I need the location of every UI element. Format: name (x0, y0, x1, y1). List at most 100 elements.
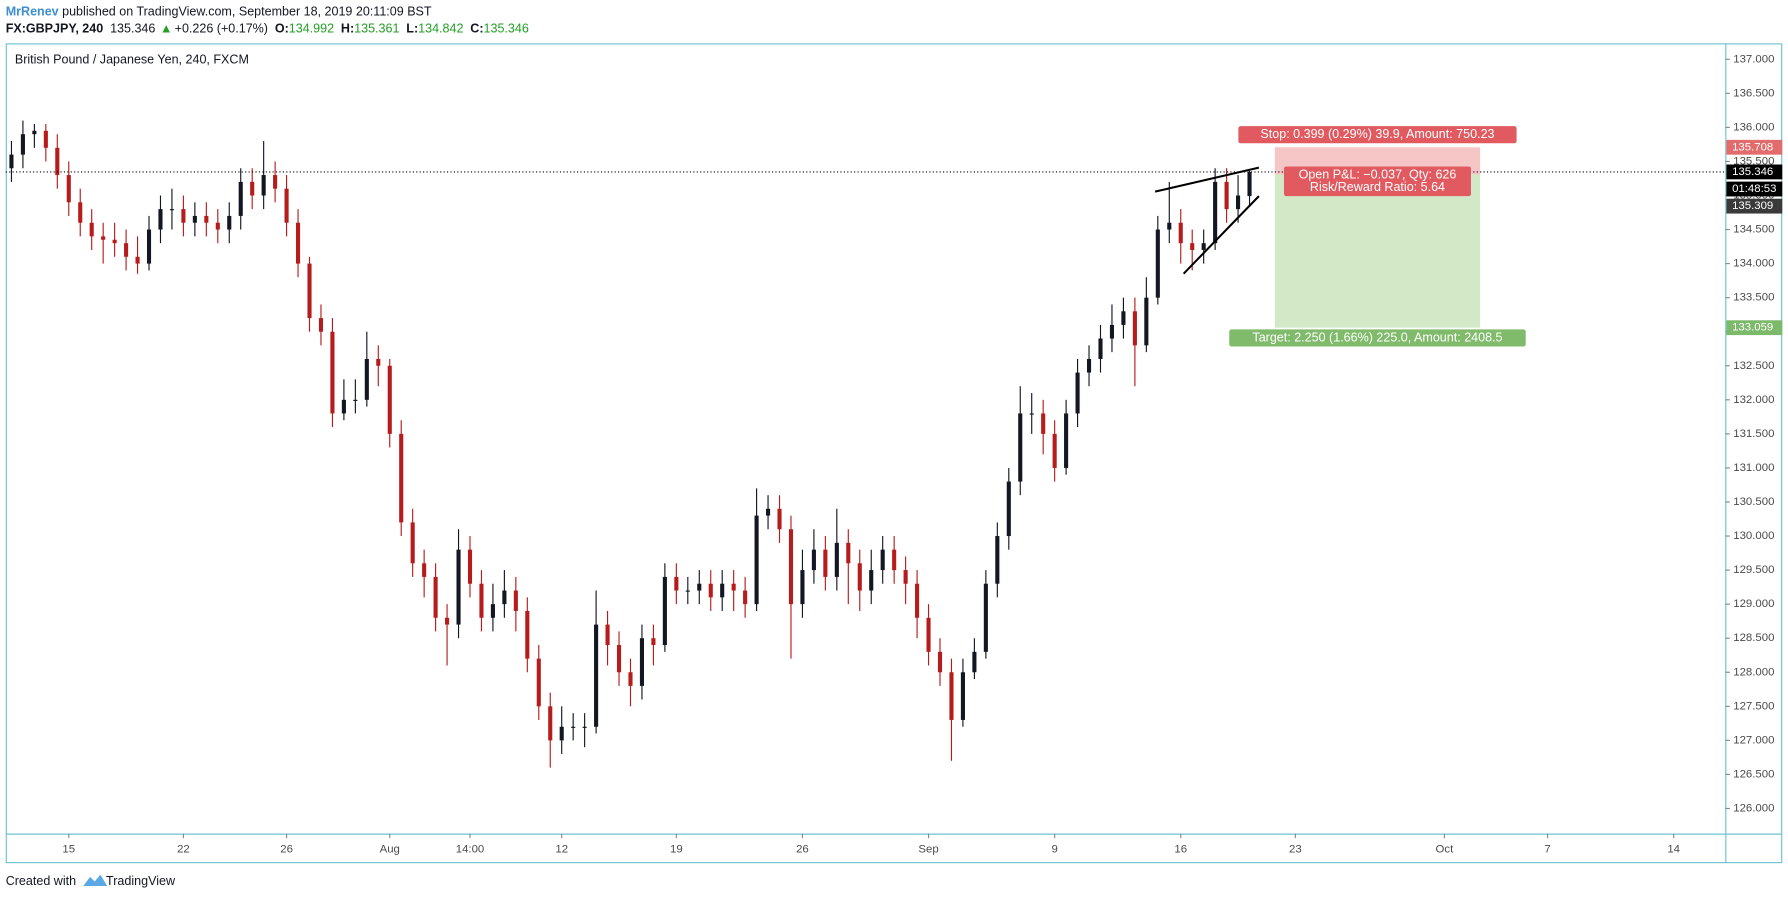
candle-body (754, 515, 759, 605)
x-tick-label: 14 (1667, 844, 1680, 856)
candle-body (66, 175, 71, 203)
y-tick-label: 131.500 (1733, 428, 1774, 440)
x-tick-label: Oct (1436, 844, 1455, 856)
target-price-tag-text: 133.059 (1732, 322, 1773, 334)
candle-body (662, 576, 667, 646)
candle-body (1006, 481, 1011, 537)
candle-body (639, 638, 645, 686)
x-tick-label: 7 (1544, 844, 1550, 856)
candle-body (307, 263, 312, 319)
candle-body (1178, 222, 1183, 244)
candle-body (1190, 243, 1195, 250)
y-tick-label: 129.500 (1733, 564, 1774, 576)
candle-body (960, 672, 965, 720)
y-tick-label: 132.000 (1733, 394, 1774, 406)
ohlc-label: O: (275, 22, 289, 36)
candle-body (720, 583, 725, 598)
stop-label-box (1238, 126, 1517, 144)
candle-body (834, 542, 839, 577)
candle-body (1236, 195, 1241, 210)
x-tick-label: 23 (1289, 844, 1302, 856)
candle-body (399, 433, 404, 523)
y-tick-label: 134.000 (1733, 258, 1774, 270)
candle-body (708, 583, 713, 598)
x-tick-label: 26 (796, 844, 809, 856)
change-arrow: ▲ (160, 22, 172, 36)
author: MrRenev (6, 5, 59, 19)
candle-body (479, 583, 484, 618)
x-tick-label: 9 (1051, 844, 1057, 856)
candle-body (926, 617, 931, 652)
y-tick-label: 134.500 (1733, 224, 1774, 236)
y-tick-label: 131.000 (1733, 462, 1774, 474)
y-tick-label: 135.500 (1733, 155, 1774, 167)
footer-brand[interactable]: TradingView (106, 874, 176, 888)
y-tick-label: 136.000 (1733, 121, 1774, 133)
candle-body (548, 706, 553, 741)
candle-body (330, 331, 335, 414)
candle-body (903, 570, 908, 584)
x-tick-label: Sep (918, 844, 938, 856)
candle-body (811, 549, 816, 571)
ohlc-value: 134.842 (418, 22, 463, 36)
candle-body (238, 181, 243, 216)
ohlc-label: H: (341, 22, 354, 36)
candle-body (1201, 243, 1206, 250)
candle-body (513, 590, 518, 611)
candle-body (227, 215, 232, 230)
candle-body (410, 522, 415, 564)
candle-body (765, 508, 771, 516)
candle-body (536, 658, 541, 707)
x-tick-label: 14:00 (456, 844, 485, 856)
candle-body (731, 583, 736, 591)
y-tick-label: 129.000 (1733, 598, 1774, 610)
y-tick-label: 130.500 (1733, 496, 1774, 508)
candle-body (284, 188, 289, 223)
candle-body (273, 175, 278, 189)
candle-body (1109, 324, 1115, 339)
candle-body (1029, 413, 1034, 415)
y-tick-label: 128.000 (1733, 666, 1774, 678)
ohlc-value: 134.992 (289, 22, 334, 36)
candle-body (181, 209, 186, 223)
candle-body (869, 570, 874, 591)
candle-body (364, 358, 369, 400)
candle-body (525, 610, 530, 659)
wedge-lower-line (1182, 195, 1260, 275)
pnl-label-box (1283, 166, 1471, 197)
target-label-box (1229, 329, 1526, 347)
brand-logo (83, 874, 108, 887)
ohlc-label: L: (406, 22, 418, 36)
candle-body (1086, 358, 1092, 373)
candle-body (880, 549, 885, 571)
candle-body (777, 508, 782, 530)
candle-body (857, 563, 862, 591)
published-text: published on TradingView.com, September … (59, 5, 432, 19)
candle-body (376, 358, 381, 366)
candle-body (387, 365, 392, 434)
candle-body (949, 672, 954, 720)
candle-body (674, 576, 679, 591)
stop-price-tag (1726, 139, 1783, 155)
candle-body (341, 399, 346, 414)
candle-body (846, 542, 851, 564)
x-tick-label: 22 (177, 844, 190, 856)
candle-body (215, 222, 220, 230)
candle-body (685, 590, 690, 592)
candle-body (1064, 413, 1069, 468)
candle-body (1041, 413, 1046, 434)
candle-body (788, 529, 794, 605)
candle-body (32, 130, 37, 135)
candle-body (582, 726, 587, 728)
target-price-tag (1726, 320, 1783, 336)
candle-body (124, 243, 129, 257)
y-tick-label: 126.000 (1733, 802, 1774, 814)
candle-body (318, 318, 324, 332)
y-tick-label: 126.500 (1733, 768, 1774, 780)
target-zone (1274, 174, 1481, 328)
candle-body (616, 645, 622, 673)
candle-body (295, 222, 301, 264)
candle-body (112, 239, 117, 244)
candle-body (456, 549, 461, 625)
